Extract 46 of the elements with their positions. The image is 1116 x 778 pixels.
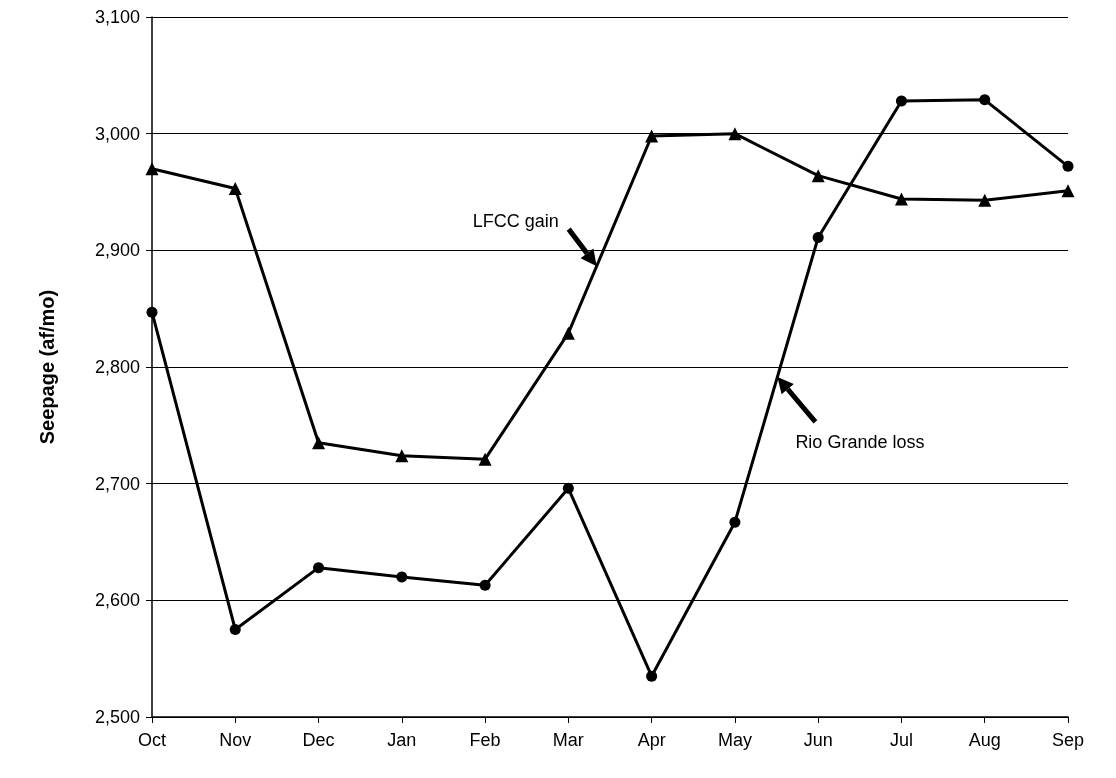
point — [312, 436, 326, 450]
y-tick-label: 3,000 — [94, 123, 140, 144]
point — [646, 670, 658, 682]
point — [979, 94, 991, 106]
point — [1061, 184, 1075, 198]
x-tick-label: May — [717, 730, 752, 750]
x-tick-label: Jan — [387, 730, 417, 750]
point — [978, 193, 992, 207]
y-tick-label: 2,900 — [94, 240, 140, 261]
point — [811, 169, 825, 183]
y-axis-title: Seepage (af/mo) — [36, 289, 58, 445]
point — [396, 571, 408, 583]
x-tick-label: Nov — [219, 730, 252, 750]
point — [561, 326, 575, 340]
text: LFCC gain — [472, 211, 559, 233]
point — [645, 129, 659, 143]
point — [1062, 160, 1074, 172]
x-tick-label: Sep — [1051, 730, 1085, 750]
point — [728, 127, 742, 141]
point — [729, 516, 741, 528]
x-tick-label: Feb — [469, 730, 501, 750]
y-tick-label: 2,500 — [94, 707, 140, 727]
legend-label: Rio Grande loss — [795, 431, 925, 453]
point — [478, 452, 492, 466]
y-tick-label: 2,600 — [94, 590, 140, 611]
point — [812, 232, 824, 243]
x-tick-label: Mar — [552, 730, 584, 750]
x-tick-label: Oct — [137, 730, 167, 750]
point — [562, 482, 574, 494]
x-tick-label: Jun — [803, 730, 833, 750]
x-tick-label: Dec — [302, 730, 335, 750]
point — [395, 449, 409, 463]
point — [229, 624, 241, 635]
x-tick-label: Aug — [968, 730, 1001, 750]
point — [228, 182, 242, 195]
y-tick-label: 2,800 — [94, 357, 140, 377]
y-tick-label: 2,700 — [94, 473, 140, 494]
point — [145, 162, 159, 176]
point — [894, 192, 908, 206]
y-tick-label: 3,100 — [94, 7, 140, 27]
x-tick-label: Jul — [889, 730, 913, 750]
point — [313, 562, 325, 574]
point — [146, 306, 158, 318]
x-tick-label: Apr — [637, 730, 666, 750]
point — [479, 579, 491, 591]
point — [895, 95, 907, 107]
